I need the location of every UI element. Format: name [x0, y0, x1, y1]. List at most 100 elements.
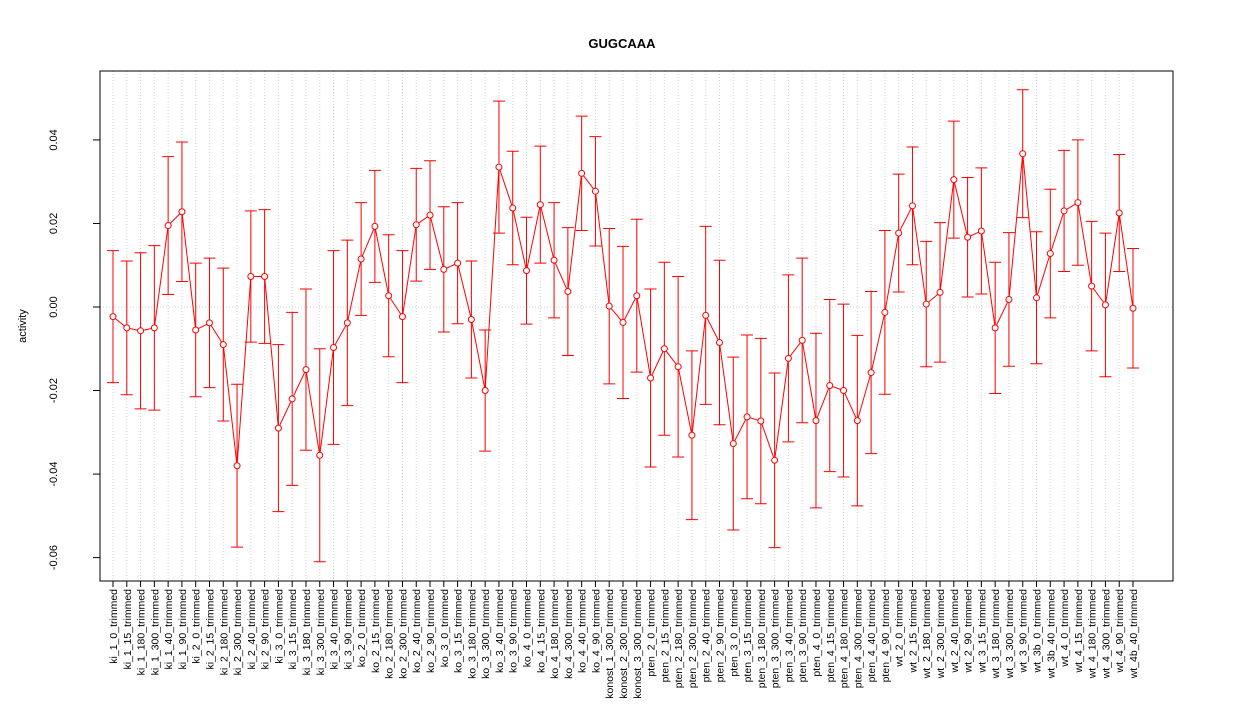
- point: [371, 222, 379, 230]
- point: [1019, 150, 1027, 158]
- point: [1129, 304, 1137, 312]
- x-tick-label: wt_4_0_trimmed: [1059, 589, 1071, 668]
- x-tick-label: ki_2_15_trimmed: [204, 589, 216, 670]
- point: [702, 311, 710, 319]
- point: [398, 313, 406, 321]
- x-tick-label: ki_2_300_trimmed: [232, 589, 244, 676]
- x-tick-label: wt_3_15_trimmed: [976, 589, 988, 674]
- point: [274, 424, 282, 432]
- point: [440, 265, 448, 273]
- point: [233, 462, 241, 470]
- point: [219, 341, 227, 349]
- point: [1060, 207, 1068, 215]
- x-tick-label: ko_3_180_trimmed: [466, 589, 478, 679]
- x-tick-label: ko_4_0_trimmed: [522, 589, 534, 667]
- x-tick-label: ki_2_90_trimmed: [260, 589, 272, 670]
- point: [1115, 209, 1123, 217]
- point: [302, 366, 310, 374]
- x-tick-label: pten_3_15_trimmed: [742, 589, 754, 683]
- x-tick-label: ko_2_180_trimmed: [384, 589, 396, 679]
- point: [757, 417, 765, 425]
- x-tick-label: ko_4_15_trimmed: [535, 589, 547, 673]
- x-tick-label: pten_4_300_trimmed: [852, 589, 864, 688]
- point: [660, 345, 668, 353]
- point: [784, 354, 792, 362]
- point: [192, 326, 200, 334]
- x-tick-label: ki_1_40_trimmed: [163, 589, 175, 670]
- x-tick-label: wt_2_90_trimmed: [963, 589, 975, 674]
- point: [1033, 294, 1041, 302]
- x-tick-label: ko_3_15_trimmed: [453, 589, 465, 673]
- x-tick-label: ko_4_40_trimmed: [577, 589, 589, 673]
- x-tick-label: ki_3_180_trimmed: [301, 589, 313, 676]
- point: [1088, 282, 1096, 290]
- x-tick-label: wt_4_90_trimmed: [1114, 589, 1126, 674]
- point: [150, 324, 158, 332]
- x-tick-label: pten_3_40_trimmed: [783, 589, 795, 683]
- point: [605, 302, 613, 310]
- x-tick-label: ki_3_90_trimmed: [342, 589, 354, 670]
- x-tick-label: wt_4_180_trimmed: [1087, 589, 1099, 679]
- point: [826, 382, 834, 390]
- point: [509, 204, 517, 212]
- x-tick-label: ko_2_0_trimmed: [356, 589, 368, 667]
- x-tick-label: pten_2_40_trimmed: [701, 589, 713, 683]
- x-tick-label: ki_2_40_trimmed: [246, 589, 258, 670]
- point: [564, 288, 572, 296]
- x-tick-label: wt_2_180_trimmed: [921, 589, 933, 679]
- x-tick-label: wt_3b_0_trimmed: [1032, 589, 1044, 674]
- point: [288, 395, 296, 403]
- point: [867, 369, 875, 377]
- point: [881, 308, 889, 316]
- point: [343, 319, 351, 327]
- x-tick-label: konost_1_300_trimmed: [604, 589, 616, 699]
- x-tick-label: pten_4_15_trimmed: [825, 589, 837, 683]
- point: [523, 267, 531, 275]
- point: [591, 187, 599, 195]
- x-tick-label: ki_1_90_trimmed: [177, 589, 189, 670]
- x-tick-label: pten_4_90_trimmed: [880, 589, 892, 683]
- y-tick-label: -0.06: [48, 545, 60, 570]
- point: [798, 336, 806, 344]
- x-tick-label: wt_2_40_trimmed: [949, 589, 961, 674]
- point: [578, 169, 586, 177]
- x-tick-label: pten_4_0_trimmed: [811, 589, 823, 677]
- x-tick-label: ko_4_300_trimmed: [563, 589, 575, 679]
- x-tick-label: pten_2_300_trimmed: [687, 589, 699, 688]
- x-tick-label: wt_4_300_trimmed: [1100, 589, 1112, 679]
- y-tick-label: 0.00: [48, 296, 60, 317]
- x-tick-label: pten_3_90_trimmed: [797, 589, 809, 683]
- y-tick-label: 0.04: [48, 129, 60, 150]
- point: [1046, 250, 1054, 258]
- chart-title: GUGCAAA: [588, 36, 656, 51]
- x-tick-label: ki_1_300_trimmed: [149, 589, 161, 676]
- y-tick-label: -0.04: [48, 462, 60, 487]
- point: [550, 256, 558, 264]
- x-tick-label: wt_4b_40_trimmed: [1128, 589, 1140, 679]
- x-tick-label: ki_1_15_trimmed: [122, 589, 134, 670]
- point: [426, 211, 434, 219]
- x-tick-label: ki_2_180_trimmed: [218, 589, 230, 676]
- x-tick-label: ki_2_0_trimmed: [191, 589, 203, 664]
- point: [123, 324, 131, 332]
- point: [715, 338, 723, 346]
- x-tick-label: ko_2_90_trimmed: [425, 589, 437, 673]
- x-tick-label: ko_2_300_trimmed: [397, 589, 409, 679]
- point: [137, 327, 145, 335]
- point: [950, 176, 958, 184]
- point: [812, 417, 820, 425]
- x-tick-label: pten_2_90_trimmed: [714, 589, 726, 683]
- point: [908, 202, 916, 210]
- plot-frame: [99, 70, 1174, 582]
- y-tick-label: 0.02: [48, 213, 60, 234]
- x-tick-label: wt_3_300_trimmed: [1004, 589, 1016, 679]
- x-tick-label: pten_2_15_trimmed: [659, 589, 671, 683]
- point: [205, 319, 213, 327]
- point: [467, 316, 475, 324]
- x-tick-label: pten_3_0_trimmed: [728, 589, 740, 677]
- x-tick-label: konost_3_300_trimmed: [632, 589, 644, 699]
- point: [771, 456, 779, 464]
- x-tick-label: ki_1_0_trimmed: [108, 589, 120, 664]
- x-tick-label: pten_4_40_trimmed: [866, 589, 878, 683]
